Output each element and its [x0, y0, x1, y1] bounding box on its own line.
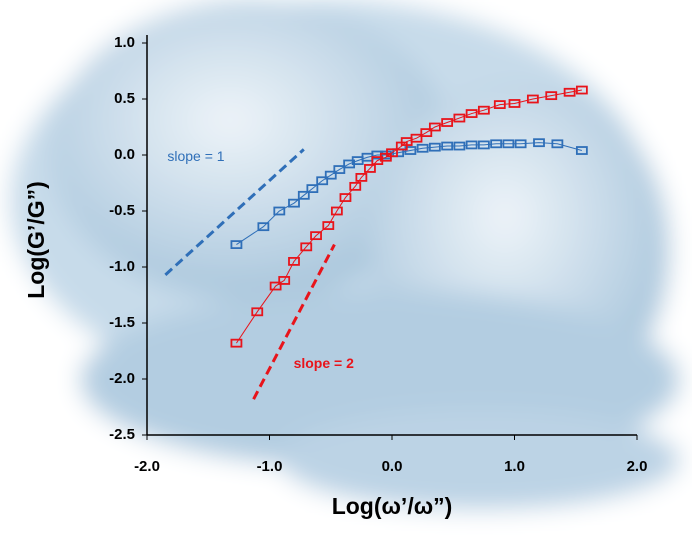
point [563, 87, 576, 97]
point [324, 170, 337, 180]
point [551, 139, 564, 149]
x-tick-label: 2.0 [627, 458, 648, 475]
point [477, 140, 490, 150]
point [465, 109, 478, 118]
point [465, 140, 478, 150]
point [526, 94, 539, 104]
point [514, 139, 527, 149]
y-tick-label: -0.5 [109, 202, 135, 219]
trend-line [236, 89, 582, 344]
point [453, 113, 466, 123]
point [349, 181, 362, 191]
point [428, 122, 441, 132]
point [257, 222, 270, 232]
y-tick-label: 1.0 [114, 34, 135, 51]
x-tick-label: -2.0 [134, 458, 160, 475]
y-tick-label: -2.0 [109, 370, 135, 387]
y-axis-title: Log(G’/G”) [23, 181, 49, 299]
y-tick-label: -1.5 [109, 314, 135, 331]
point [330, 206, 343, 216]
point [410, 133, 423, 143]
slope-line [164, 148, 305, 276]
slope-label: slope = 2 [294, 355, 355, 371]
point [428, 142, 441, 152]
point [333, 165, 346, 174]
point [575, 85, 588, 95]
point [288, 198, 300, 208]
slope-line [252, 243, 336, 400]
point [441, 141, 454, 151]
point [364, 164, 376, 173]
point [386, 148, 398, 158]
point [416, 143, 429, 153]
point [355, 172, 368, 182]
point [339, 193, 352, 202]
slope-label: slope = 1 [167, 148, 224, 164]
point [278, 276, 291, 285]
y-tick-label: -1.0 [109, 258, 135, 275]
point [533, 138, 545, 148]
point [316, 176, 329, 186]
point [300, 242, 313, 252]
point [453, 141, 466, 151]
point [477, 105, 490, 115]
point [545, 91, 558, 101]
y-tick-label: -2.5 [109, 426, 135, 443]
point [371, 150, 384, 160]
x-tick-label: 1.0 [504, 458, 525, 475]
point [273, 206, 286, 216]
point [230, 338, 243, 348]
point [575, 146, 588, 155]
point [490, 139, 503, 149]
x-tick-label: -1.0 [257, 458, 283, 475]
point [441, 118, 454, 127]
x-axis-title: Log(ω’/ω”) [332, 493, 453, 519]
point [306, 184, 319, 194]
point [420, 128, 433, 138]
point [288, 256, 300, 266]
point [322, 221, 335, 230]
point [493, 100, 506, 109]
point [379, 152, 392, 162]
point [269, 281, 282, 291]
x-tick-label: 0.0 [382, 458, 403, 475]
y-tick-label: 0.0 [114, 146, 135, 163]
point [230, 240, 243, 250]
y-tick-label: 0.5 [114, 90, 135, 107]
point [508, 99, 521, 108]
point [310, 231, 322, 241]
point [297, 190, 310, 200]
point [404, 146, 417, 155]
point [502, 139, 515, 149]
point [251, 307, 264, 317]
